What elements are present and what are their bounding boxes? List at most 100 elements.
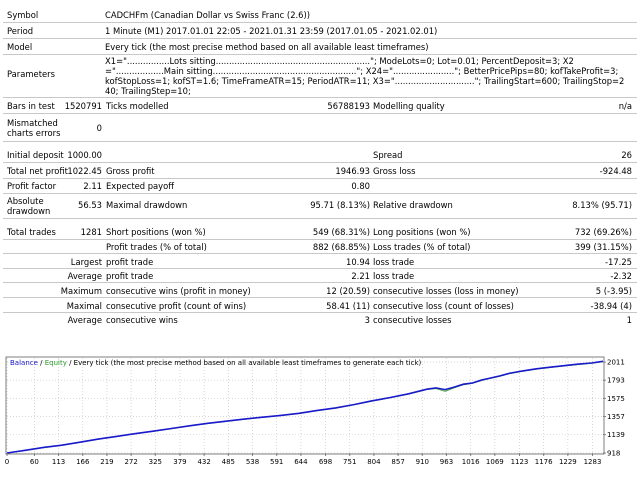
chart-grid bbox=[6, 358, 603, 454]
profit-trades-value: 882 (68.85%) bbox=[312, 242, 370, 252]
short-value: 549 (68.31%) bbox=[312, 227, 370, 237]
period-label: Period bbox=[7, 26, 34, 36]
largest-pt-value: 10.94 bbox=[346, 257, 370, 267]
bars-label: Bars in test bbox=[7, 101, 55, 111]
row-divider bbox=[3, 282, 637, 283]
spread-value: 26 bbox=[621, 150, 632, 160]
row-divider bbox=[3, 239, 637, 240]
chart-svg: 0 60 113 166 219 272 325 379 432 485 538 591 644 698 7… bbox=[5, 356, 625, 466]
average-lt-value: -2.32 bbox=[610, 271, 632, 281]
x-tick-label: 857 bbox=[391, 458, 404, 466]
row-divider bbox=[3, 297, 637, 298]
mismatch-value: 0 bbox=[96, 123, 102, 133]
avg2-label: Average bbox=[67, 315, 102, 325]
x-tick-label: 1016 bbox=[462, 458, 480, 466]
x-tick-label: 325 bbox=[149, 458, 162, 466]
x-tick-label: 1069 bbox=[486, 458, 504, 466]
legend-equity: Equity bbox=[45, 359, 67, 367]
payoff-value: 0.80 bbox=[351, 181, 370, 191]
maxloss-label: consecutive loss (count of losses) bbox=[373, 301, 514, 311]
legend-balance: Balance bbox=[10, 359, 38, 367]
y-axis-ticks: 918 1139 1357 1575 1793 2011 bbox=[603, 359, 625, 458]
pf-label: Profit factor bbox=[7, 181, 57, 191]
long-label: Long positions (won %) bbox=[373, 227, 471, 237]
spread-label: Spread bbox=[373, 150, 403, 160]
avglosses-value: 1 bbox=[626, 315, 632, 325]
row-divider bbox=[3, 38, 637, 39]
model-label: Model bbox=[7, 42, 33, 52]
maxloss-value: -38.94 (4) bbox=[590, 301, 632, 311]
maximal-label: Maximal bbox=[66, 301, 102, 311]
row-divider bbox=[3, 268, 637, 269]
trades-label: Total trades bbox=[7, 227, 56, 237]
row-divider bbox=[3, 97, 637, 98]
x-tick-label: 538 bbox=[246, 458, 259, 466]
mismatch-label: Mismatched bbox=[7, 118, 58, 128]
largest-label: Largest bbox=[70, 257, 102, 267]
maxprofit-value: 58.41 (11) bbox=[326, 301, 370, 311]
absdd-label: Absolute bbox=[7, 196, 44, 206]
bars-value: 1520791 bbox=[64, 101, 102, 111]
grossprofit-value: 1946.93 bbox=[335, 166, 370, 176]
grossloss-value: -924.48 bbox=[599, 166, 632, 176]
legend-rest: / Every tick (the most precise method ba… bbox=[67, 359, 422, 367]
x-tick-label: 804 bbox=[367, 458, 381, 466]
row-divider bbox=[3, 22, 637, 23]
balance-chart: 0 60 113 166 219 272 325 379 432 485 538 591 644 698 7… bbox=[0, 356, 640, 480]
x-tick-label: 751 bbox=[343, 458, 356, 466]
reldd-value: 8.13% (95.71) bbox=[572, 200, 632, 210]
absdd-label-2: drawdown bbox=[7, 206, 51, 216]
y-tick-label: 1575 bbox=[607, 395, 625, 403]
x-tick-label: 432 bbox=[197, 458, 210, 466]
maxprofit-label: consecutive profit (count of wins) bbox=[106, 301, 247, 311]
x-tick-label: 910 bbox=[416, 458, 429, 466]
x-tick-label: 219 bbox=[100, 458, 113, 466]
symbol-label: Symbol bbox=[7, 10, 39, 20]
maxwins-value: 12 (20.59) bbox=[326, 286, 370, 296]
x-tick-label: 272 bbox=[124, 458, 137, 466]
largest-lt-value: -17.25 bbox=[605, 257, 632, 267]
x-tick-label: 1283 bbox=[584, 458, 602, 466]
loss-trades-label: Loss trades (% of total) bbox=[373, 242, 471, 252]
x-tick-label: 60 bbox=[30, 458, 39, 466]
payoff-label: Expected payoff bbox=[106, 181, 175, 191]
symbol-value: CADCHFm (Canadian Dollar vs Swiss Franc … bbox=[105, 10, 311, 20]
x-tick-label: 485 bbox=[222, 458, 235, 466]
period-value: 1 Minute (M1) 2017.01.01 22:05 - 2021.01… bbox=[105, 26, 438, 36]
grossloss-label: Gross loss bbox=[373, 166, 416, 176]
legend-sep: / bbox=[38, 359, 45, 367]
maximum-label: Maximum bbox=[60, 286, 102, 296]
row-divider bbox=[3, 218, 637, 219]
average-lt-label: loss trade bbox=[373, 271, 415, 281]
avglosses-label: consecutive losses bbox=[373, 315, 452, 325]
average-pt-value: 2.21 bbox=[351, 271, 370, 281]
row-divider bbox=[3, 113, 637, 114]
loss-trades-value: 399 (31.15%) bbox=[574, 242, 632, 252]
x-tick-label: 591 bbox=[270, 458, 283, 466]
average-pt-label: profit trade bbox=[106, 271, 154, 281]
row-divider bbox=[3, 162, 637, 163]
chart-legend: Balance / Equity / Every tick (the most … bbox=[10, 359, 421, 367]
ticks-label: Ticks modelled bbox=[106, 101, 169, 111]
largest-lt-label: loss trade bbox=[373, 257, 415, 267]
parameters-label: Parameters bbox=[7, 69, 55, 79]
row-divider bbox=[3, 178, 637, 179]
maxlosses-label: consecutive losses (loss in money) bbox=[373, 286, 519, 296]
initial-value: 1000.00 bbox=[67, 150, 102, 160]
absdd-value: 56.53 bbox=[78, 200, 102, 210]
x-tick-label: 644 bbox=[294, 458, 308, 466]
y-tick-label: 918 bbox=[607, 450, 620, 458]
x-tick-label: 0 bbox=[5, 458, 9, 466]
initial-label: Initial deposit bbox=[7, 150, 64, 160]
row-divider bbox=[3, 253, 637, 254]
netprofit-value: 1022.45 bbox=[67, 166, 102, 176]
y-tick-label: 2011 bbox=[607, 359, 625, 367]
pf-value: 2.11 bbox=[83, 181, 102, 191]
ticks-value: 56788193 bbox=[327, 101, 370, 111]
x-tick-label: 1176 bbox=[535, 458, 553, 466]
row-divider bbox=[3, 54, 637, 55]
x-tick-label: 963 bbox=[440, 458, 453, 466]
quality-value: n/a bbox=[618, 101, 632, 111]
row-divider bbox=[3, 193, 637, 194]
average-label: Average bbox=[67, 271, 102, 281]
